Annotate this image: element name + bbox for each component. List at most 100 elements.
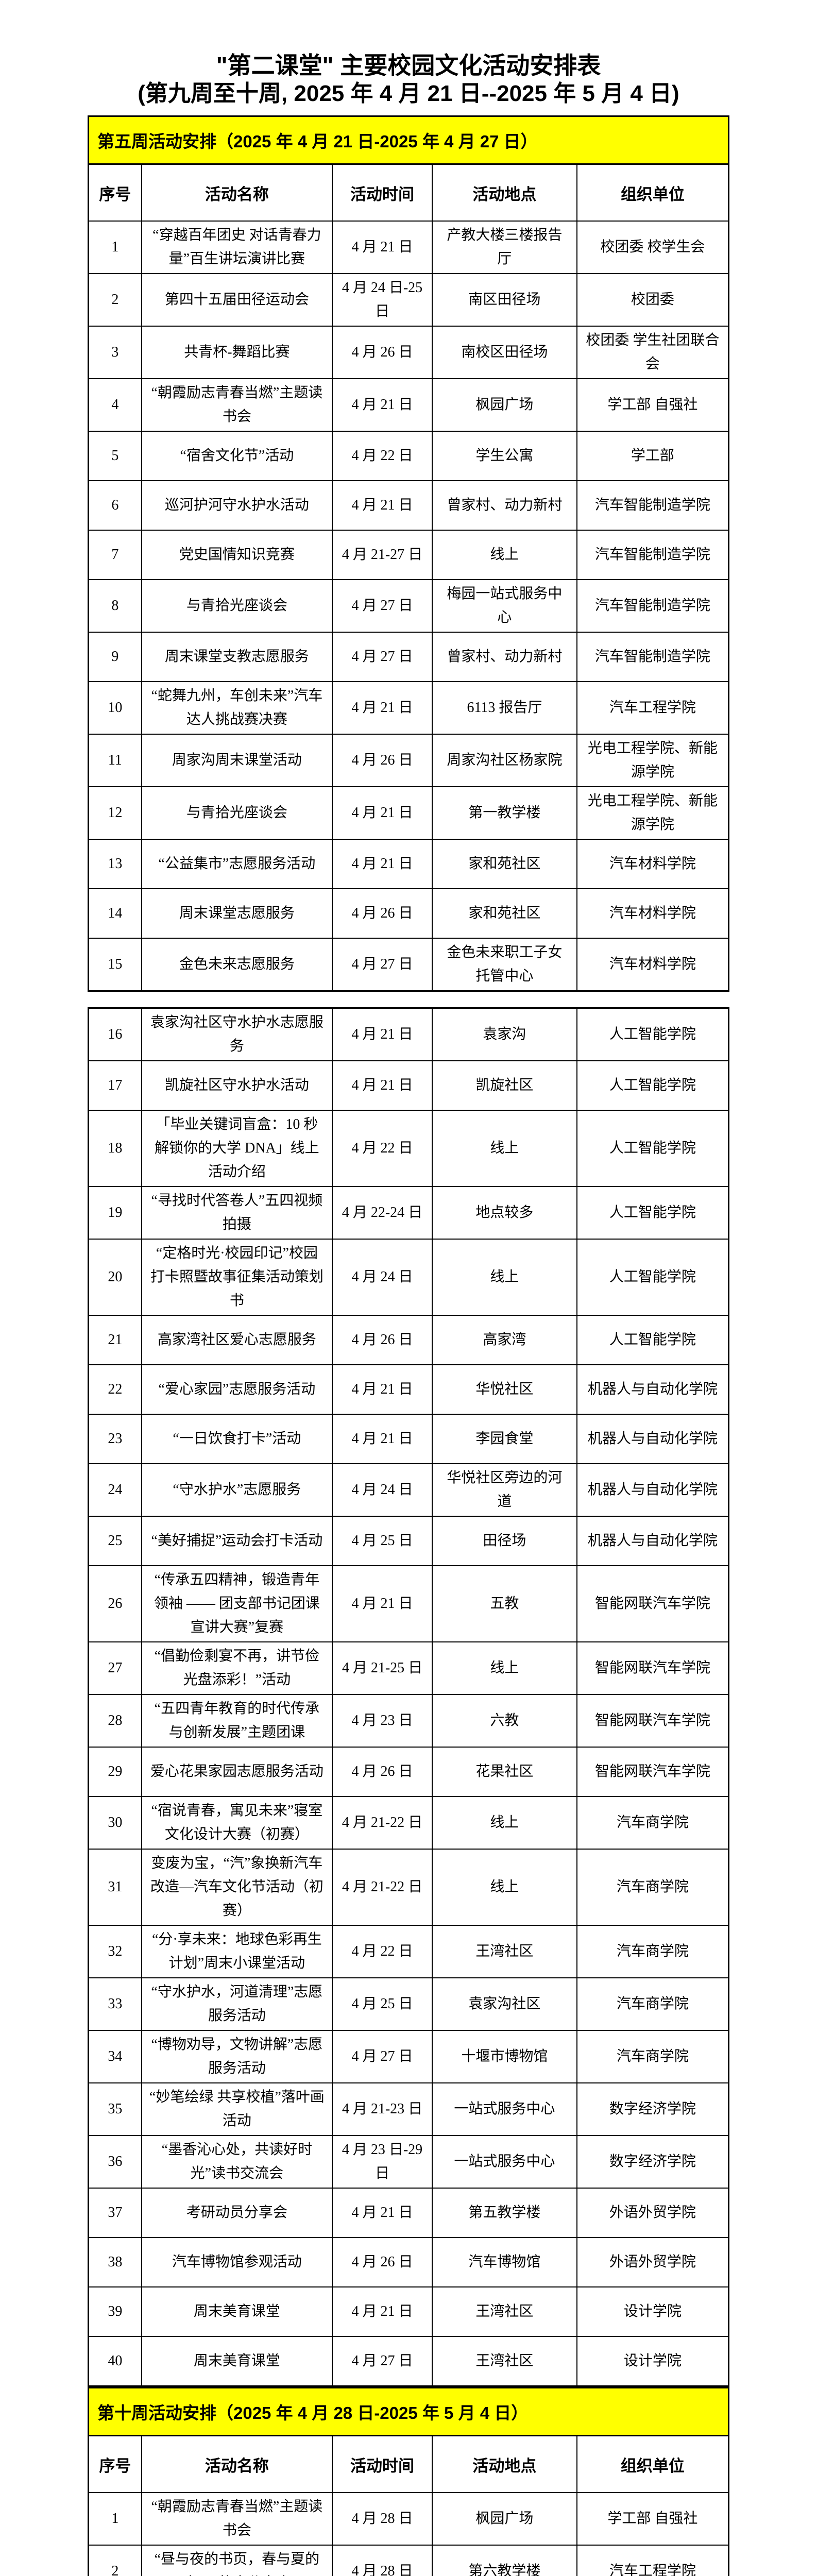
cell-time: 4 月 21 日	[332, 1007, 433, 1061]
table-row: 4 “朝霞励志青春当燃”主题读书会 4 月 21 日枫园广场 学工部 自强社	[88, 378, 729, 432]
cell-seq: 30	[88, 1796, 142, 1850]
cell-org: 学工部 自强社	[576, 2492, 729, 2546]
cell-name: 周末课堂支教志愿服务	[141, 632, 333, 682]
cell-time: 4 月 23 日	[332, 1694, 433, 1748]
cell-org: 汽车智能制造学院	[576, 579, 729, 633]
cell-place: 产教大楼三楼报告厅	[431, 221, 577, 274]
cell-seq: 29	[88, 1747, 142, 1797]
cell-time: 4 月 26 日	[332, 734, 433, 787]
table-row: 1 “穿越百年团史 对话青春力量”百生讲坛演讲比赛 4 月 21 日产教大楼三楼报告…	[88, 221, 729, 274]
cell-seq: 12	[88, 786, 142, 840]
cell-time: 4 月 21 日	[332, 681, 433, 735]
doc-title-line1: "第二课堂" 主要校园文化活动安排表	[216, 52, 601, 79]
cell-org: 汽车材料学院	[576, 938, 729, 992]
cell-time: 4 月 21 日	[332, 839, 433, 889]
cell-time: 4 月 25 日	[332, 1977, 433, 2031]
table-row: 20 “定格时光·校园印记”校园打卡照暨故事征集活动策划书 4 月 24 日线上 人工…	[88, 1239, 729, 1316]
table-row: 26 “传承五四精神，锻造青年领袖 —— 团支部书记团课宣讲大赛”复赛 4 月 21…	[88, 1565, 729, 1642]
cell-name: “穿越百年团史 对话青春力量”百生讲坛演讲比赛	[141, 221, 333, 274]
table-row: 23 “一日饮食打卡”活动 4 月 21 日李园食堂 机器人与自动化学院	[88, 1414, 729, 1464]
cell-name: 周末课堂志愿服务	[141, 888, 333, 939]
cell-place: 6113 报告厅	[431, 681, 577, 735]
cell-org: 人工智能学院	[576, 1315, 729, 1365]
cell-org: 人工智能学院	[576, 1186, 729, 1240]
table-row: 9 周末课堂支教志愿服务 4 月 27 日曾家村、动力新村 汽车智能制造学院	[88, 632, 729, 682]
column-header-place: 活动地点	[431, 2435, 577, 2493]
table-row: 31 变废为宝，“汽”象换新汽车改造—汽车文化节活动（初赛） 4 月 21-22 日…	[88, 1849, 729, 1926]
cell-time: 4 月 21 日	[332, 2188, 433, 2238]
cell-time: 4 月 22-24 日	[332, 1186, 433, 1240]
cell-place: 线上	[431, 1110, 577, 1187]
column-header-org: 组织单位	[576, 2435, 729, 2493]
table-row: 7 党史国情知识竞赛 4 月 21-27 日线上 汽车智能制造学院	[88, 530, 729, 580]
cell-name: “一日饮食打卡”活动	[141, 1414, 333, 1464]
cell-seq: 27	[88, 1641, 142, 1695]
cell-place: 王湾社区	[431, 2286, 577, 2337]
cell-time: 4 月 26 日	[332, 1315, 433, 1365]
cell-org: 校团委 校学生会	[576, 221, 729, 274]
cell-org: 外语外贸学院	[576, 2188, 729, 2238]
cell-place: 枫园广场	[431, 2492, 577, 2546]
cell-place: 五教	[431, 1565, 577, 1642]
cell-time: 4 月 21 日	[332, 1565, 433, 1642]
cell-place: 凯旋社区	[431, 1060, 577, 1111]
cell-time: 4 月 21 日	[332, 378, 433, 432]
cell-seq: 25	[88, 1516, 142, 1566]
cell-name: “五四青年教育的时代传承与创新发展”主题团课	[141, 1694, 333, 1748]
cell-seq: 2	[88, 273, 142, 327]
cell-name: 共青杯-舞蹈比赛	[141, 326, 333, 379]
cell-org: 汽车智能制造学院	[576, 530, 729, 580]
cell-time: 4 月 24 日	[332, 1463, 433, 1517]
cell-time: 4 月 21 日	[332, 1414, 433, 1464]
table-row: 10 “蛇舞九州，车创未来”汽车达人挑战赛决赛 4 月 21 日 6113 报告厅 汽车…	[88, 681, 729, 735]
cell-time: 4 月 27 日	[332, 579, 433, 633]
cell-org: 设计学院	[576, 2286, 729, 2337]
table-row: 33 “守水护水，河道清理”志愿服务活动 4 月 25 日袁家沟社区 汽车商学院	[88, 1977, 729, 2031]
table-row: 11 周家沟周末课堂活动 4 月 26 日周家沟社区杨家院 光电工程学院、新能源学院	[88, 734, 729, 787]
cell-time: 4 月 22 日	[332, 1925, 433, 1978]
cell-org: 汽车商学院	[576, 1796, 729, 1850]
cell-place: 第五教学楼	[431, 2188, 577, 2238]
column-header-seq: 序号	[88, 163, 142, 222]
column-header-name: 活动名称	[141, 163, 333, 222]
cell-place: 家和苑社区	[431, 888, 577, 939]
cell-org: 智能网联汽车学院	[576, 1747, 729, 1797]
cell-seq: 8	[88, 579, 142, 633]
cell-seq: 7	[88, 530, 142, 580]
cell-org: 汽车商学院	[576, 2030, 729, 2083]
schedule-table: 16 袁家沟社区守水护水志愿服务 4 月 21 日袁家沟 人工智能学院 17 凯旋社区守水…	[88, 1007, 729, 2387]
cell-seq: 10	[88, 681, 142, 735]
column-header-time: 活动时间	[332, 2435, 433, 2493]
cell-name: “妙笔绘绿 共享校植”落叶画活动	[141, 2082, 333, 2136]
cell-time: 4 月 28 日	[332, 2545, 433, 2576]
cell-seq: 40	[88, 2336, 142, 2387]
section-banner: 第五周活动安排（2025 年 4 月 21 日-2025 年 4 月 27 日）	[88, 115, 729, 165]
cell-place: 曾家村、动力新村	[431, 632, 577, 682]
column-header-place: 活动地点	[431, 163, 577, 222]
cell-name: 党史国情知识竞赛	[141, 530, 333, 580]
table-row: 14 周末课堂志愿服务 4 月 26 日家和苑社区 汽车材料学院	[88, 888, 729, 939]
cell-org: 汽车商学院	[576, 1925, 729, 1978]
cell-seq: 31	[88, 1849, 142, 1926]
cell-time: 4 月 21-23 日	[332, 2082, 433, 2136]
cell-place: 王湾社区	[431, 1925, 577, 1978]
cell-time: 4 月 27 日	[332, 2336, 433, 2387]
cell-name: 汽车博物馆参观活动	[141, 2237, 333, 2287]
cell-org: 汽车材料学院	[576, 888, 729, 939]
cell-time: 4 月 22 日	[332, 431, 433, 481]
cell-place: 金色未来职工子女托管中心	[431, 938, 577, 992]
cell-time: 4 月 24 日	[332, 1239, 433, 1316]
table-row: 12 与青拾光座谈会 4 月 21 日第一教学楼 光电工程学院、新能源学院	[88, 786, 729, 840]
cell-place: 袁家沟社区	[431, 1977, 577, 2031]
table-row: 13 “公益集市”志愿服务活动 4 月 21 日家和苑社区 汽车材料学院	[88, 839, 729, 889]
cell-org: 光电工程学院、新能源学院	[576, 786, 729, 840]
cell-org: 设计学院	[576, 2336, 729, 2387]
cell-org: 机器人与自动化学院	[576, 1364, 729, 1415]
table-row: 36 “墨香沁心处，共读好时光”读书交流会 4 月 23 日-29 日一站式服务中心…	[88, 2135, 729, 2189]
cell-seq: 34	[88, 2030, 142, 2083]
cell-seq: 4	[88, 378, 142, 432]
table-row: 22 “爱心家园”志愿服务活动 4 月 21 日华悦社区 机器人与自动化学院	[88, 1364, 729, 1415]
cell-time: 4 月 21 日	[332, 2286, 433, 2337]
